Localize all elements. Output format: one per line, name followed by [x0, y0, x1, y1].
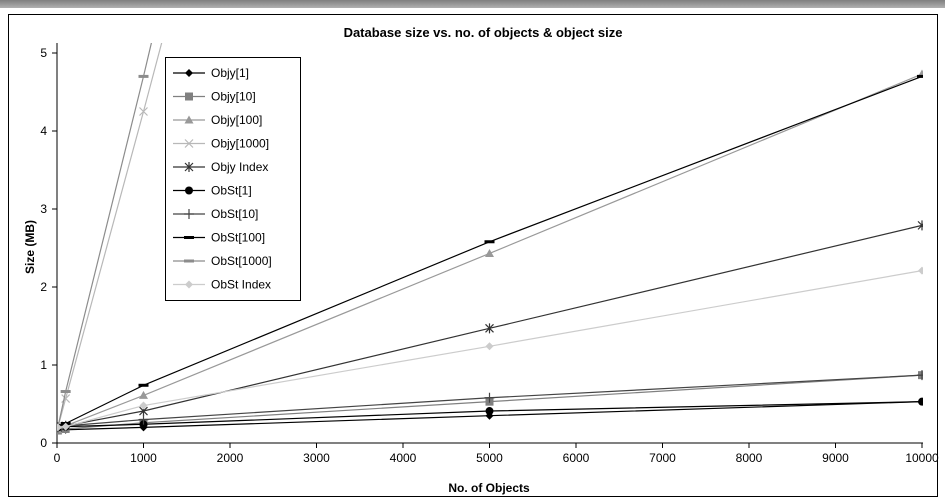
- data-point: [139, 107, 148, 116]
- legend-entry: Objy[10]: [173, 90, 256, 104]
- data-point: [138, 414, 149, 425]
- data-point: [917, 370, 923, 381]
- legend-entry: ObSt[1]: [173, 184, 252, 198]
- legend-entry: ObSt[1000]: [173, 254, 272, 268]
- y-tick-label: 1: [40, 358, 47, 372]
- y-tick-label: 3: [40, 202, 47, 216]
- data-point: [485, 342, 494, 351]
- legend-label: ObSt[100]: [211, 231, 265, 245]
- data-point: [61, 422, 70, 431]
- data-point: [485, 407, 494, 416]
- legend-entry: Objy[100]: [173, 113, 262, 127]
- data-point: [185, 69, 193, 77]
- legend-entry: ObSt[10]: [173, 207, 258, 221]
- legend-label: Objy[100]: [211, 113, 262, 127]
- y-tick-label: 5: [40, 46, 47, 60]
- x-tick-label: 5000: [476, 451, 503, 465]
- data-point: [184, 139, 194, 148]
- legend-label: Objy[1]: [211, 66, 249, 80]
- data-point: [57, 423, 62, 432]
- data-point: [184, 115, 194, 124]
- chart-title: Database size vs. no. of objects & objec…: [344, 25, 623, 40]
- y-tick-label: 4: [40, 124, 47, 138]
- data-point: [485, 248, 494, 257]
- data-point: [138, 74, 149, 78]
- x-tick-label: 4000: [390, 451, 417, 465]
- x-tick-label: 3000: [303, 451, 330, 465]
- data-point: [485, 323, 494, 334]
- legend-label: ObSt[1]: [211, 184, 252, 198]
- data-point: [184, 236, 194, 239]
- series-obst-index: [57, 266, 923, 432]
- axes: 0 1 2 3 4 5 0 1000 2000 3000 4000 5000 6000 7000 8000 9…: [40, 43, 939, 465]
- legend-entry: Objy[1000]: [173, 137, 269, 151]
- x-tick-label: 6000: [563, 451, 590, 465]
- y-tick-label: 0: [40, 436, 47, 450]
- data-point: [185, 186, 193, 195]
- series-layer: [57, 43, 923, 435]
- legend-label: ObSt[1000]: [211, 254, 272, 268]
- x-tick-label: 10000: [905, 451, 939, 465]
- legend-entry: ObSt[100]: [173, 231, 265, 245]
- data-point: [185, 280, 193, 289]
- x-tick-label: 0: [54, 451, 61, 465]
- data-point: [184, 209, 194, 219]
- data-point: [184, 162, 194, 172]
- legend-entry: ObSt Index: [173, 278, 271, 292]
- y-axis-title: Size (MB): [23, 220, 37, 274]
- x-tick-label: 2000: [217, 451, 244, 465]
- legend: Objy[1] Objy[10] Objy[100] Objy[1000] Objy I…: [165, 57, 301, 301]
- legend-label: Objy Index: [211, 160, 268, 174]
- legend-entry: Objy Index: [173, 160, 268, 174]
- x-tick-label: 1000: [130, 451, 157, 465]
- legend-label: ObSt Index: [211, 278, 271, 292]
- top-header-bar: [0, 0, 945, 8]
- data-point: [918, 397, 923, 406]
- legend-entry: Objy[1]: [173, 66, 249, 80]
- x-tick-label: 7000: [649, 451, 676, 465]
- data-point: [139, 390, 148, 399]
- y-tick-label: 2: [40, 280, 47, 294]
- x-axis-title: No. of Objects: [448, 481, 530, 495]
- data-point: [184, 259, 194, 263]
- data-point: [917, 74, 923, 78]
- data-point: [139, 401, 148, 410]
- legend-label: Objy[1000]: [211, 137, 269, 151]
- data-point: [60, 390, 71, 394]
- legend-label: ObSt[10]: [211, 207, 258, 221]
- data-point: [138, 383, 149, 387]
- data-point: [917, 220, 923, 231]
- data-point: [918, 266, 923, 275]
- x-tick-label: 9000: [822, 451, 849, 465]
- legend-label: Objy[10]: [211, 90, 256, 104]
- data-point: [484, 240, 495, 244]
- data-point: [185, 92, 193, 101]
- x-tick-label: 8000: [736, 451, 763, 465]
- data-point: [484, 392, 495, 403]
